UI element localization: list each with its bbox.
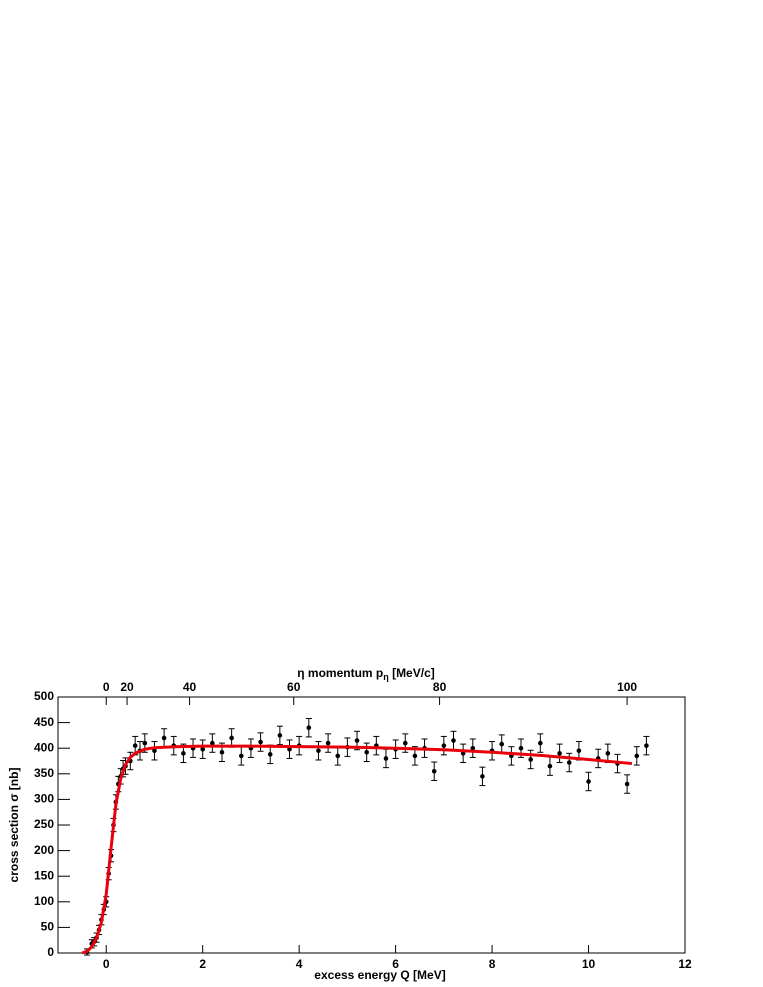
x2-label-part: [MeV/c] [389,666,435,680]
data-point [624,781,630,787]
data-point [219,749,225,755]
data-point [267,752,273,757]
data-point [566,760,572,765]
y-tick-label: 100 [34,894,54,908]
data-point [644,743,649,748]
x2-tick-label: 80 [433,680,447,694]
data-point [181,751,186,756]
x2-tick-label: 20 [120,680,134,694]
y-tick-label: 450 [34,715,54,729]
plot-frame [57,696,686,954]
data-point [499,741,505,747]
data-point [518,745,524,751]
data-point [412,753,418,759]
data-point [480,774,485,779]
x-tick-label: 10 [582,957,596,971]
data-point [557,751,562,756]
data-point [354,738,360,743]
x-tick-label: 0 [103,957,110,971]
x2-tick-label: 100 [617,680,637,694]
x-tick-label: 12 [678,957,692,971]
data-point [152,748,157,754]
data-point [528,757,533,762]
data-point [210,740,215,746]
data-point [258,739,263,745]
data-point [229,735,234,741]
x2-tick-label: 40 [183,680,197,694]
x2-label-sub: η [383,672,389,682]
data-point [605,751,611,756]
y-tick-label: 300 [34,792,54,806]
fit-line [81,744,633,955]
data-point [161,735,167,741]
data-point [431,768,437,774]
x-axis-label: excess energy Q [MeV] [314,968,445,982]
data-point [200,746,205,752]
x-tick-label: 8 [489,957,496,971]
y-tick-label: 400 [34,740,54,754]
y-tick-label: 500 [34,689,54,703]
x-tick-label: 2 [199,957,206,971]
data-point [132,743,138,748]
y-tick-label: 0 [47,945,54,959]
data-point [325,740,331,746]
data-point [287,746,292,752]
x2-label-part: η momentum p [297,666,383,680]
x-tick-label: 6 [392,957,399,971]
data-point [364,749,369,755]
x-tick-label: 4 [296,957,303,971]
x2-tick-label: 60 [287,680,301,694]
y-axis-label: cross section σ [nb] [7,768,21,883]
data-point [142,740,148,746]
data-point [547,763,553,769]
data-point [306,725,312,731]
data-point [634,753,640,759]
data-point [451,738,456,743]
y-tick-label: 200 [34,843,54,857]
data-point [277,733,283,738]
data-point [383,756,389,761]
data-point [402,740,408,746]
x2-axis-label: η momentum pη [MeV/c] [297,666,435,682]
data-point [335,753,341,759]
y-tick-label: 150 [34,868,54,882]
y-tick-label: 250 [34,817,54,831]
data-point [238,753,244,759]
x2-tick-label: 0 [103,680,110,694]
data-point [576,748,582,754]
y-tick-label: 350 [34,766,54,780]
data-point [441,743,447,748]
y-tick-label: 50 [41,920,55,934]
data-point [586,779,591,784]
data-point [470,745,476,751]
data-point [538,740,543,746]
data-point [316,748,321,754]
